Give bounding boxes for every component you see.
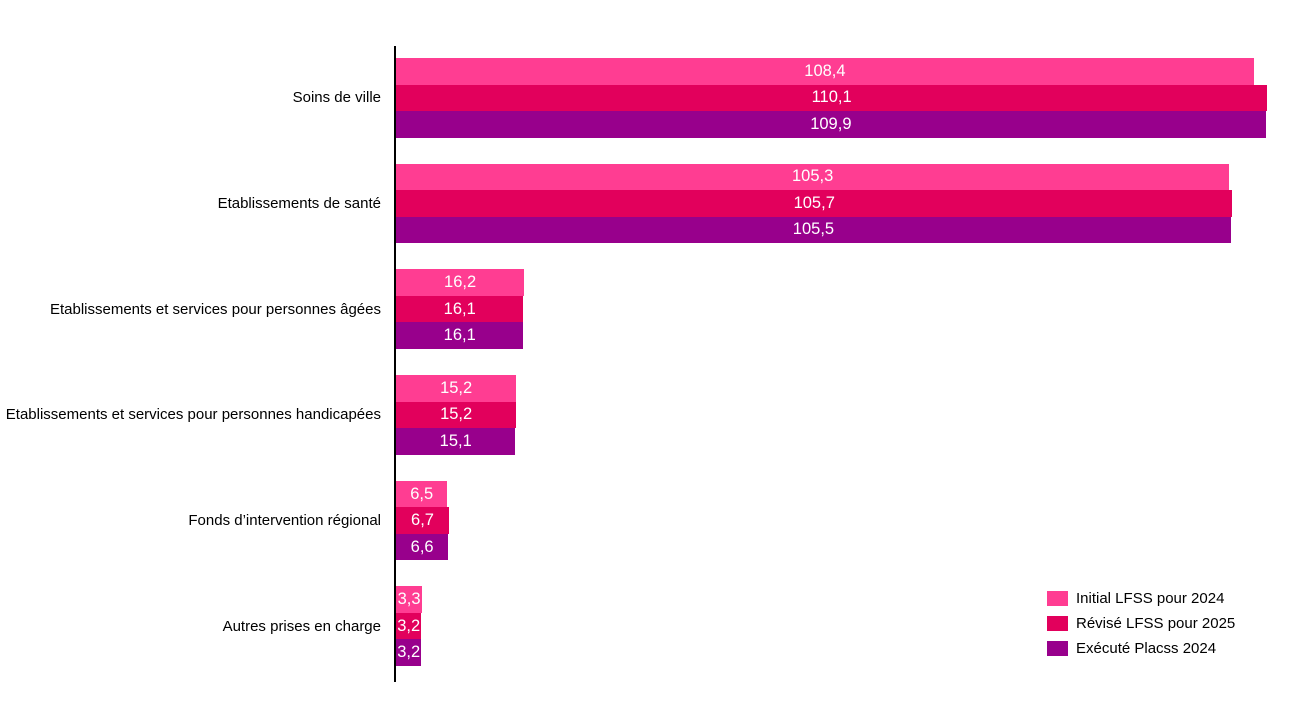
bar-value-label: 109,9 [810,114,852,133]
bar-value-label: 6,5 [410,484,434,503]
bar-value-label: 108,4 [804,61,846,80]
bar-value-label: 15,2 [440,405,473,424]
bar: 15,2 [396,401,517,429]
bar: 16,1 [396,295,524,323]
category-label: Etablissements et services pour personne… [49,300,381,318]
bar: 6,7 [396,507,450,534]
legend-label: Révisé LFSS pour 2025 [1076,615,1236,632]
category-label: Soins de ville [292,89,381,107]
legend-item-execute-placss-2024: Exécuté Placss 2024 [1047,636,1235,661]
chart-row: Etablissements de santé 105,3 105,7 105,5 [0,163,1295,244]
chart-row: Etablissements et services pour personne… [0,269,1295,349]
legend-item-revise-lfss-2025: Révisé LFSS pour 2025 [1047,611,1235,636]
bar: 6,5 [396,480,448,508]
bar-value-label: 3,3 [397,590,421,609]
chart-rows: Soins de ville 108,4 110,1 109,9 Etablisseme… [0,58,1295,692]
bar: 105,3 [396,163,1230,191]
bar: 108,4 [396,58,1254,85]
bar-value-label: 105,3 [792,167,834,186]
bar: 15,2 [396,375,517,402]
bar: 3,2 [396,639,422,666]
legend: Initial LFSS pour 2024 Révisé LFSS pour … [1047,586,1235,661]
bar: 105,7 [396,190,1233,217]
category-label: Etablissements de santé [217,194,381,212]
legend-label: Initial LFSS pour 2024 [1076,590,1225,607]
bar-value-label: 16,1 [443,299,476,318]
bar: 3,2 [396,612,422,640]
bar-value-label: 16,1 [443,326,476,345]
bar-value-label: 105,7 [793,193,835,212]
category-label: Fonds d’intervention régional [188,511,381,529]
bar-value-label: 6,6 [410,537,434,556]
bar: 110,1 [396,84,1268,111]
chart-row: Soins de ville 108,4 110,1 109,9 [0,58,1295,138]
legend-item-initial-lfss-2024: Initial LFSS pour 2024 [1047,586,1235,611]
bar-value-label: 15,1 [439,431,472,450]
bar-value-label: 16,2 [444,273,477,292]
category-label: Autres prises en charge [222,617,381,635]
bar: 3,3 [396,586,423,613]
bar: 109,9 [396,111,1266,138]
bar: 16,1 [396,322,524,349]
legend-swatch-icon [1047,641,1068,656]
y-axis-line [394,46,396,682]
chart-row: Autres prises en charge 3,3 3,2 3,2 [0,586,1295,666]
legend-swatch-icon [1047,616,1068,631]
legend-label: Exécuté Placss 2024 [1076,640,1217,657]
bar-value-label: 6,7 [411,511,434,529]
bar-value-label: 3,2 [397,643,421,662]
bar-value-label: 3,2 [397,616,421,635]
bar: 6,6 [396,533,449,561]
chart-row: Fonds d’intervention régional 6,5 6,7 6,6 [0,480,1295,561]
bar-value-label: 15,2 [440,378,473,397]
bar: 16,2 [396,269,525,296]
bar: 15,1 [396,428,516,455]
bar: 105,5 [396,216,1231,244]
chart-row: Etablissements et services pour personne… [0,375,1295,455]
bar-value-label: 105,5 [792,220,835,239]
category-label: Etablissements et services pour personne… [5,406,381,424]
legend-swatch-icon [1047,591,1068,606]
bar-value-label: 110,1 [811,88,852,107]
